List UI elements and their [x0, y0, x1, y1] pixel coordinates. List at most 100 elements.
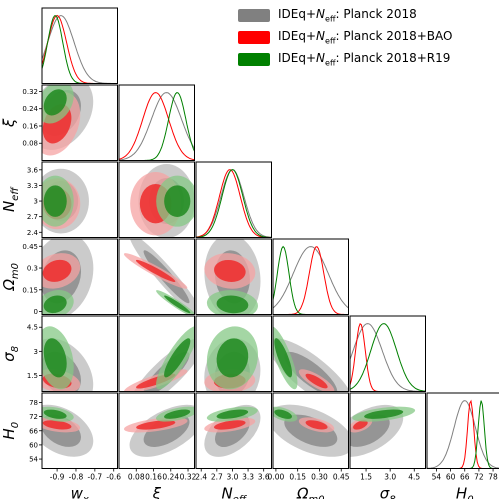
panel-frame-1-3	[118, 238, 195, 315]
ytick-Neff-3: 3.3	[27, 182, 38, 190]
marginal-Om-2	[273, 245, 349, 315]
legend-item-2: IDEq+Neff: Planck 2018+R19	[238, 48, 453, 70]
legend-swatch	[238, 8, 270, 22]
panel-frame-1-5	[118, 392, 195, 469]
ytick-Om-3: 0.45	[22, 243, 38, 251]
ytick-xi-1: 0.16	[22, 122, 38, 130]
panel-frame-0-3	[41, 238, 118, 315]
xtick-Om-3: 0.45	[333, 473, 350, 482]
ytick-s8-1: 3	[34, 348, 38, 356]
legend: IDEq+Neff: Planck 2018 IDEq+Neff: Planck …	[238, 4, 453, 70]
ytick-Neff-4: 3.6	[27, 166, 39, 174]
ytick-H0-3: 72	[29, 413, 38, 421]
xlabel-xi: ξ	[152, 485, 162, 499]
contour-xi-H0-2-1	[164, 409, 191, 419]
panel-wx-xi	[42, 85, 94, 156]
xtick-xi-0: 0.08	[128, 473, 145, 482]
xtick-s8-0: 1.5	[360, 473, 372, 482]
xtick-H0-1: 60	[446, 473, 456, 482]
ytick-H0-2: 66	[29, 427, 38, 435]
panel-wx-wx	[42, 14, 118, 84]
contour-wx-s8-2-1	[43, 338, 67, 378]
xtick-wx-3: -0.6	[106, 473, 121, 482]
contour-Om-s8-2-1	[274, 338, 293, 378]
legend-label: IDEq+Neff: Planck 2018+BAO	[278, 28, 453, 46]
contour-wx-H0-2-1	[43, 409, 67, 419]
contour-s8-H0-1-1	[353, 420, 368, 430]
legend-item-0: IDEq+Neff: Planck 2018	[238, 4, 453, 26]
xlabel-Om: Ωm0	[296, 485, 325, 499]
legend-swatch	[238, 30, 270, 44]
ytick-s8-2: 4.5	[27, 324, 38, 332]
xtick-xi-3: 0.32	[180, 473, 197, 482]
xlabel-wx: wx	[71, 485, 89, 499]
contour-s8-H0-0-1	[350, 414, 390, 447]
marginal-xi-0	[119, 92, 195, 161]
marginal-Neff-2	[196, 169, 272, 238]
panel-wx-H0	[42, 404, 94, 457]
contour-xi-Om-2-1	[164, 295, 191, 314]
xlabel-Neff: Neff	[221, 485, 247, 499]
xtick-xi-2: 0.24	[162, 473, 179, 482]
xtick-Neff-1: 2.7	[211, 473, 223, 482]
panel-frame-1-1	[118, 84, 195, 161]
xtick-H0-0: 54	[432, 473, 442, 482]
xtick-s8-2: 4.5	[408, 473, 420, 482]
ytick-s8-0: 1.5	[27, 372, 38, 380]
xtick-Om-1: 0.15	[289, 473, 306, 482]
marginal-Om-1	[273, 246, 349, 315]
ytick-Om-0: 0	[34, 308, 38, 316]
panel-wx-Om	[42, 239, 94, 315]
panel-frame-1-4	[118, 315, 195, 392]
ytick-Om-2: 0.3	[27, 265, 38, 273]
ytick-H0-4: 78	[29, 399, 38, 407]
panel-Neff-Om	[204, 239, 261, 315]
panel-Neff-H0	[204, 404, 261, 457]
ylabel-Neff: Neff	[0, 186, 21, 212]
contour-Om-H0-1-1	[305, 420, 328, 430]
xlabel-s8: σ8	[380, 485, 396, 499]
ylabel-Om: Ωm0	[0, 263, 21, 292]
marginal-s8-1	[350, 322, 426, 392]
xtick-Om-0: 0.00	[268, 473, 285, 482]
panel-wx-s8	[42, 326, 94, 392]
xtick-wx-2: -0.7	[88, 473, 103, 482]
panel-frame-0-0	[41, 7, 118, 84]
panel-frame-3-3	[272, 238, 349, 315]
marginal-xi-1	[119, 92, 195, 161]
marginal-H0-2	[427, 400, 499, 469]
panel-xi-H0	[124, 404, 195, 457]
contour-Om-H0-2-1	[274, 409, 292, 419]
panel-frame-1-2	[118, 161, 195, 238]
panel-Neff-Neff	[196, 169, 272, 238]
ytick-H0-0: 54	[29, 456, 38, 464]
contour-s8-H0-2-1	[364, 409, 404, 419]
panel-frame-2-2	[195, 161, 272, 238]
panel-frame-2-4	[195, 315, 272, 392]
legend-item-1: IDEq+Neff: Planck 2018+BAO	[238, 26, 453, 48]
contour-wx-xi-2-1	[43, 89, 67, 116]
contour-xi-H0-1-1	[136, 420, 176, 430]
xtick-Neff-0: 2.4	[195, 473, 207, 482]
xtick-Neff-3: 3.3	[242, 473, 254, 482]
xtick-xi-1: 0.16	[145, 473, 162, 482]
panel-frame-4-4	[349, 315, 426, 392]
contour-Neff-Om-2-1	[216, 295, 249, 314]
contour-Neff-Om-1-1	[214, 259, 246, 282]
panel-Om-H0	[273, 404, 349, 457]
contour-xi-Neff-2-1	[164, 185, 191, 217]
ytick-H0-1: 60	[29, 441, 38, 449]
legend-label: IDEq+Neff: Planck 2018+R19	[278, 50, 451, 68]
marginal-Neff-0	[196, 169, 272, 238]
xtick-H0-2: 66	[460, 473, 470, 482]
panel-Om-Om	[273, 245, 349, 315]
xtick-s8-1: 3.0	[384, 473, 396, 482]
marginal-wx-1	[42, 14, 118, 84]
xtick-Neff-2: 3.0	[226, 473, 238, 482]
contour-wx-Om-1-1	[42, 259, 72, 282]
marginal-wx-0	[42, 14, 118, 84]
panel-frame-3-5	[272, 392, 349, 469]
xtick-H0-3: 72	[474, 473, 484, 482]
ytick-Neff-0: 2.4	[27, 229, 39, 237]
legend-label: IDEq+Neff: Planck 2018	[278, 6, 417, 24]
